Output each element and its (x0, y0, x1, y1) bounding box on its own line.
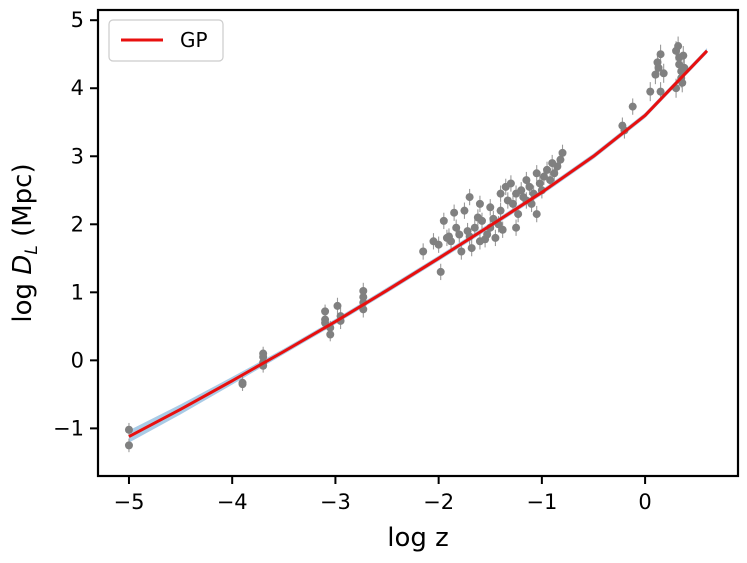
data-point (546, 176, 555, 185)
data-point (434, 240, 443, 249)
data-point (498, 225, 507, 234)
y-tick-label: 5 (71, 8, 84, 32)
data-point (656, 87, 665, 96)
data-point (517, 186, 526, 195)
data-point (486, 203, 495, 212)
data-point (550, 169, 559, 178)
x-tick-label: −3 (320, 490, 351, 514)
data-point (478, 216, 486, 225)
data-point (259, 352, 268, 361)
data-point (659, 69, 668, 78)
y-tick-label: 0 (71, 348, 84, 372)
x-tick-label: −1 (526, 490, 557, 514)
data-point (359, 286, 368, 295)
legend-box (108, 19, 224, 62)
y-tick-layer: −1 0 1 2 3 4 5 (53, 8, 98, 440)
data-point (508, 199, 517, 208)
data-point (628, 102, 637, 111)
data-point (558, 148, 567, 157)
data-point (450, 208, 459, 217)
data-point (457, 247, 466, 256)
data-point (532, 210, 541, 219)
y-axis-label: log DL (Mpc) (8, 163, 42, 322)
x-tick-label: −5 (113, 490, 144, 514)
data-point-layer (124, 42, 689, 450)
data-point (679, 51, 688, 60)
data-point (455, 230, 464, 239)
data-point (506, 179, 515, 188)
gp-fit-line (128, 49, 709, 438)
y-tick-label: 1 (71, 280, 84, 304)
y-axis-label-main: log (8, 275, 38, 323)
data-point (651, 70, 660, 79)
data-point (496, 189, 505, 198)
x-axis-label: log z (387, 523, 449, 553)
plot-frame (96, 8, 740, 478)
data-point (321, 307, 330, 316)
data-point (646, 87, 655, 96)
x-tick-label: −2 (423, 490, 454, 514)
data-point (436, 267, 445, 276)
data-point (124, 425, 133, 434)
data-point (654, 63, 663, 72)
data-point (539, 172, 548, 181)
data-point (465, 193, 474, 202)
data-point (470, 223, 479, 232)
confidence-band (128, 48, 708, 443)
y-axis-label-subscript: L (22, 245, 42, 254)
data-point (496, 206, 505, 215)
data-point (124, 441, 133, 450)
data-point (556, 155, 565, 164)
data-point (447, 237, 456, 246)
data-point (238, 380, 247, 389)
fit-line-layer (128, 49, 709, 438)
legend-label-gp: GP (180, 28, 208, 52)
legend: GP (108, 19, 224, 62)
data-point (525, 182, 534, 191)
data-point (522, 176, 531, 185)
y-axis-label-symbol: D (8, 255, 38, 275)
x-tick-label: 0 (638, 490, 651, 514)
y-axis-label-unit: (Mpc) (8, 163, 38, 245)
x-tick-layer: −5 −4 −3 −2 −1 0 (113, 476, 652, 514)
data-point (514, 210, 523, 219)
data-point (419, 247, 428, 256)
data-point (543, 165, 552, 174)
y-tick-label: 2 (71, 212, 84, 236)
data-point (680, 63, 689, 72)
data-point (483, 230, 492, 239)
x-tick-label: −4 (217, 490, 248, 514)
data-point (535, 179, 544, 188)
data-point (475, 237, 484, 246)
data-point (656, 50, 665, 59)
y-tick-label: 3 (71, 144, 84, 168)
data-point (439, 216, 448, 225)
data-point (532, 169, 541, 178)
data-point (674, 42, 683, 51)
data-point (452, 223, 461, 232)
y-tick-label: −1 (53, 416, 84, 440)
data-point (460, 206, 469, 215)
data-point (467, 244, 476, 253)
data-point (475, 199, 484, 208)
data-point (553, 162, 562, 171)
data-point (512, 223, 521, 232)
data-point (326, 330, 335, 339)
data-point (491, 233, 500, 242)
y-tick-label: 4 (71, 76, 84, 100)
confidence-band-layer (128, 48, 708, 443)
data-point (333, 301, 342, 310)
